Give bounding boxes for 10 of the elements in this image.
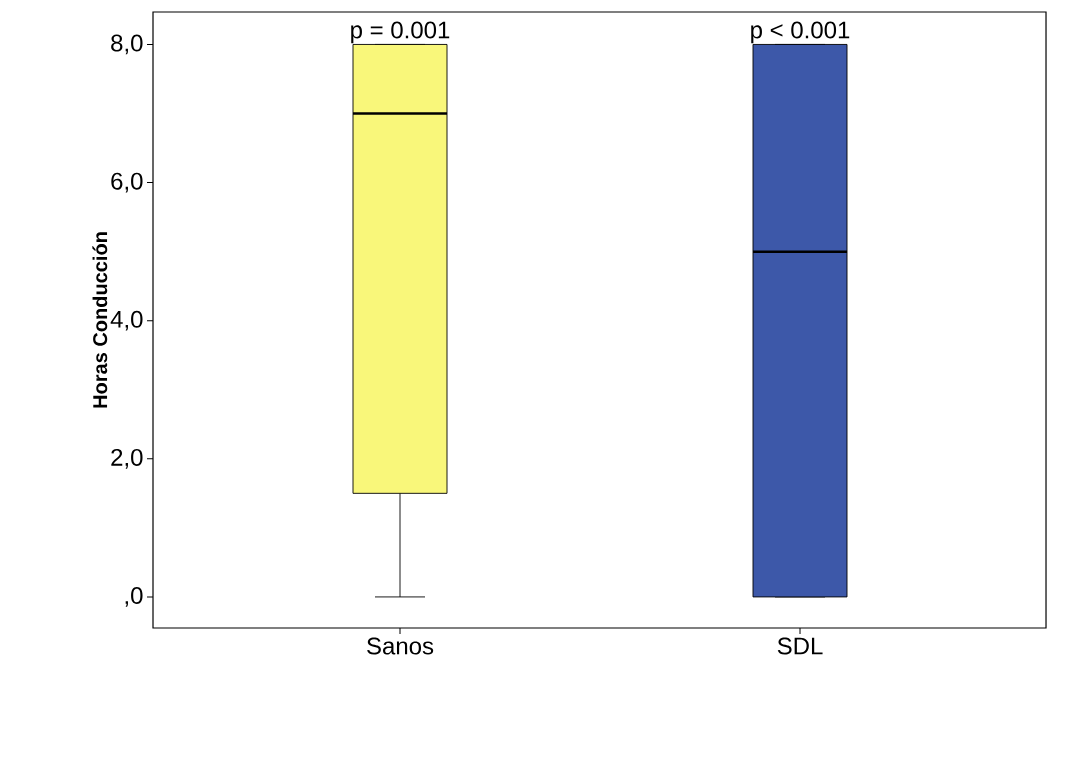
y-axis-title: Horas Conducción xyxy=(92,232,108,408)
y-tick-label: 2,0 xyxy=(111,448,143,469)
annotation: p = 0.001 xyxy=(351,21,450,44)
y-tick-label: ,0 xyxy=(125,587,143,607)
y-tick-label: 4,0 xyxy=(110,310,143,331)
y-tick-label: 8,0 xyxy=(111,34,143,55)
y-tick-label: 6,0 xyxy=(111,172,143,193)
x-tick-label: Sanos xyxy=(367,637,434,655)
x-tick-label: SDL xyxy=(777,637,823,655)
annotation: p < 0.001 xyxy=(751,21,850,44)
